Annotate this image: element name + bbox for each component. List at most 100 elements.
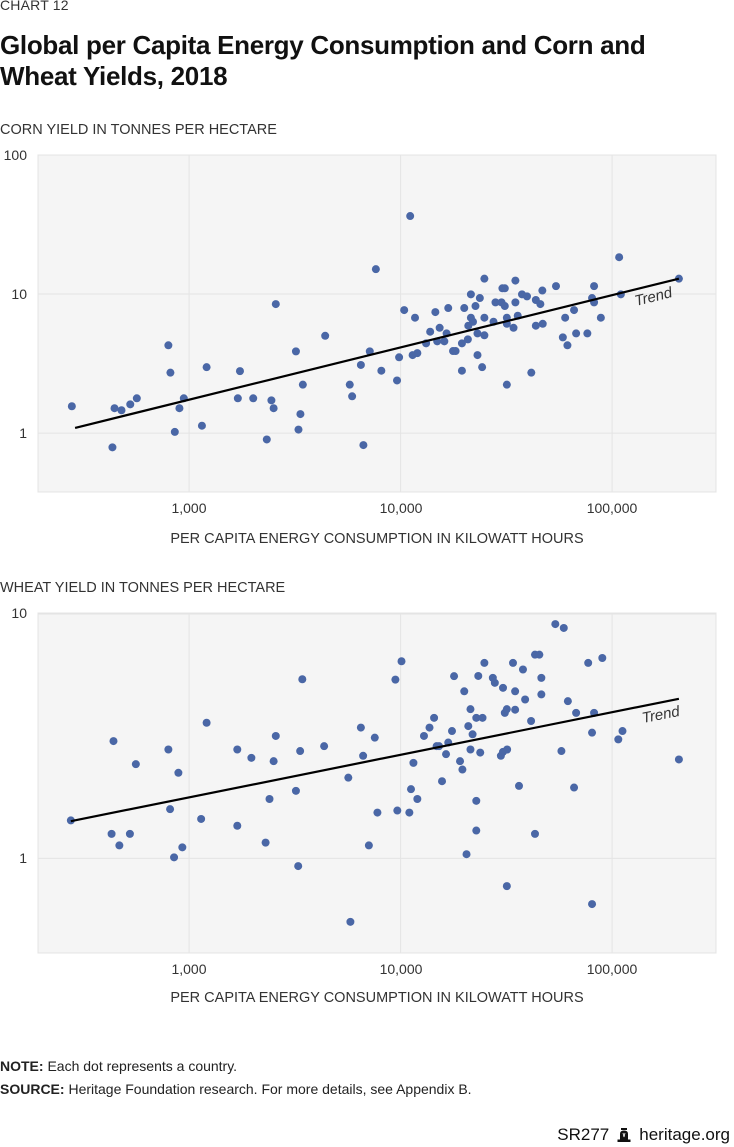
- data-point: [473, 329, 482, 338]
- data-point: [460, 687, 469, 696]
- data-point: [267, 396, 276, 405]
- data-point: [126, 400, 135, 409]
- data-point: [430, 713, 439, 722]
- data-point: [563, 697, 572, 706]
- data-point: [164, 341, 173, 350]
- data-point: [457, 366, 466, 375]
- data-point: [131, 760, 140, 769]
- data-point: [395, 353, 404, 362]
- data-point: [107, 829, 116, 838]
- data-point: [115, 841, 124, 850]
- x-tick-label: 10,000: [380, 500, 423, 516]
- data-point: [509, 323, 518, 332]
- data-point: [291, 347, 300, 356]
- note-label: NOTE:: [0, 1058, 44, 1074]
- data-point: [67, 402, 76, 411]
- site-link[interactable]: heritage.org: [639, 1125, 730, 1144]
- y-tick-label: 1: [19, 425, 27, 441]
- data-point: [174, 768, 183, 777]
- data-point: [411, 313, 420, 322]
- data-point: [558, 333, 567, 342]
- data-point: [464, 722, 473, 731]
- note-line: NOTE: Each dot represents a country.: [0, 1055, 472, 1078]
- y-tick-label: 10: [11, 286, 27, 302]
- liberty-bell-icon: [617, 1128, 631, 1142]
- wheat-y-axis-label: WHEAT YIELD IN TONNES PER HECTARE: [0, 580, 286, 596]
- data-point: [393, 376, 402, 385]
- data-point: [537, 690, 546, 699]
- data-point: [472, 713, 481, 722]
- data-point: [400, 306, 409, 315]
- data-point: [475, 294, 484, 303]
- data-point: [618, 727, 627, 736]
- data-point: [538, 286, 547, 295]
- data-point: [596, 313, 605, 322]
- data-point: [108, 443, 117, 452]
- data-point: [674, 755, 683, 764]
- data-point: [265, 795, 274, 804]
- data-point: [440, 337, 449, 346]
- data-point: [583, 329, 592, 338]
- data-point: [463, 335, 472, 344]
- data-point: [472, 796, 481, 805]
- data-point: [457, 339, 466, 348]
- data-point: [164, 745, 173, 754]
- data-point: [500, 302, 509, 311]
- data-point: [356, 360, 365, 369]
- data-point: [345, 380, 354, 389]
- data-point: [359, 751, 368, 760]
- data-point: [462, 850, 471, 859]
- data-point: [262, 435, 271, 444]
- data-point: [615, 253, 624, 262]
- plot-area: [37, 154, 717, 493]
- x-tick-label: 100,000: [587, 961, 638, 977]
- data-point: [365, 347, 374, 356]
- data-point: [527, 717, 536, 726]
- data-point: [527, 368, 536, 377]
- x-tick-label: 100,000: [587, 500, 638, 516]
- data-point: [346, 917, 355, 926]
- source-text: Heritage Foundation research. For more d…: [64, 1081, 472, 1097]
- data-point: [344, 773, 353, 782]
- data-point: [473, 351, 482, 360]
- data-points: [66, 620, 683, 926]
- data-point: [233, 821, 242, 830]
- data-point: [269, 757, 278, 766]
- data-point: [117, 406, 126, 415]
- y-tick-label: 10: [11, 605, 27, 621]
- data-point: [551, 620, 560, 629]
- data-point: [359, 441, 368, 450]
- data-point: [572, 329, 581, 338]
- data-point: [438, 777, 447, 786]
- data-point: [476, 748, 485, 757]
- y-tick-label: 100: [4, 147, 28, 163]
- data-point: [166, 368, 175, 377]
- data-point: [478, 713, 487, 722]
- data-point: [298, 675, 307, 684]
- data-point: [480, 274, 489, 283]
- data-point: [466, 705, 475, 714]
- data-point: [269, 404, 278, 413]
- data-point: [419, 731, 428, 740]
- data-point: [536, 300, 545, 309]
- data-point: [511, 276, 520, 285]
- data-point: [413, 795, 422, 804]
- data-point: [478, 363, 487, 372]
- data-point: [503, 745, 512, 754]
- trend-line: [74, 277, 680, 429]
- data-point: [460, 304, 469, 313]
- plot-area: [37, 612, 717, 954]
- data-point: [364, 841, 373, 850]
- data-point: [296, 410, 305, 419]
- data-point: [469, 317, 478, 326]
- data-point: [590, 282, 599, 291]
- chart-title: Global per Capita Energy Consumption and…: [0, 30, 646, 91]
- data-point: [271, 731, 280, 740]
- data-point: [511, 298, 520, 307]
- data-point: [551, 282, 560, 291]
- data-point: [249, 394, 258, 403]
- data-point: [480, 331, 489, 340]
- data-point: [508, 658, 517, 667]
- data-point: [413, 349, 422, 358]
- data-point: [406, 212, 415, 221]
